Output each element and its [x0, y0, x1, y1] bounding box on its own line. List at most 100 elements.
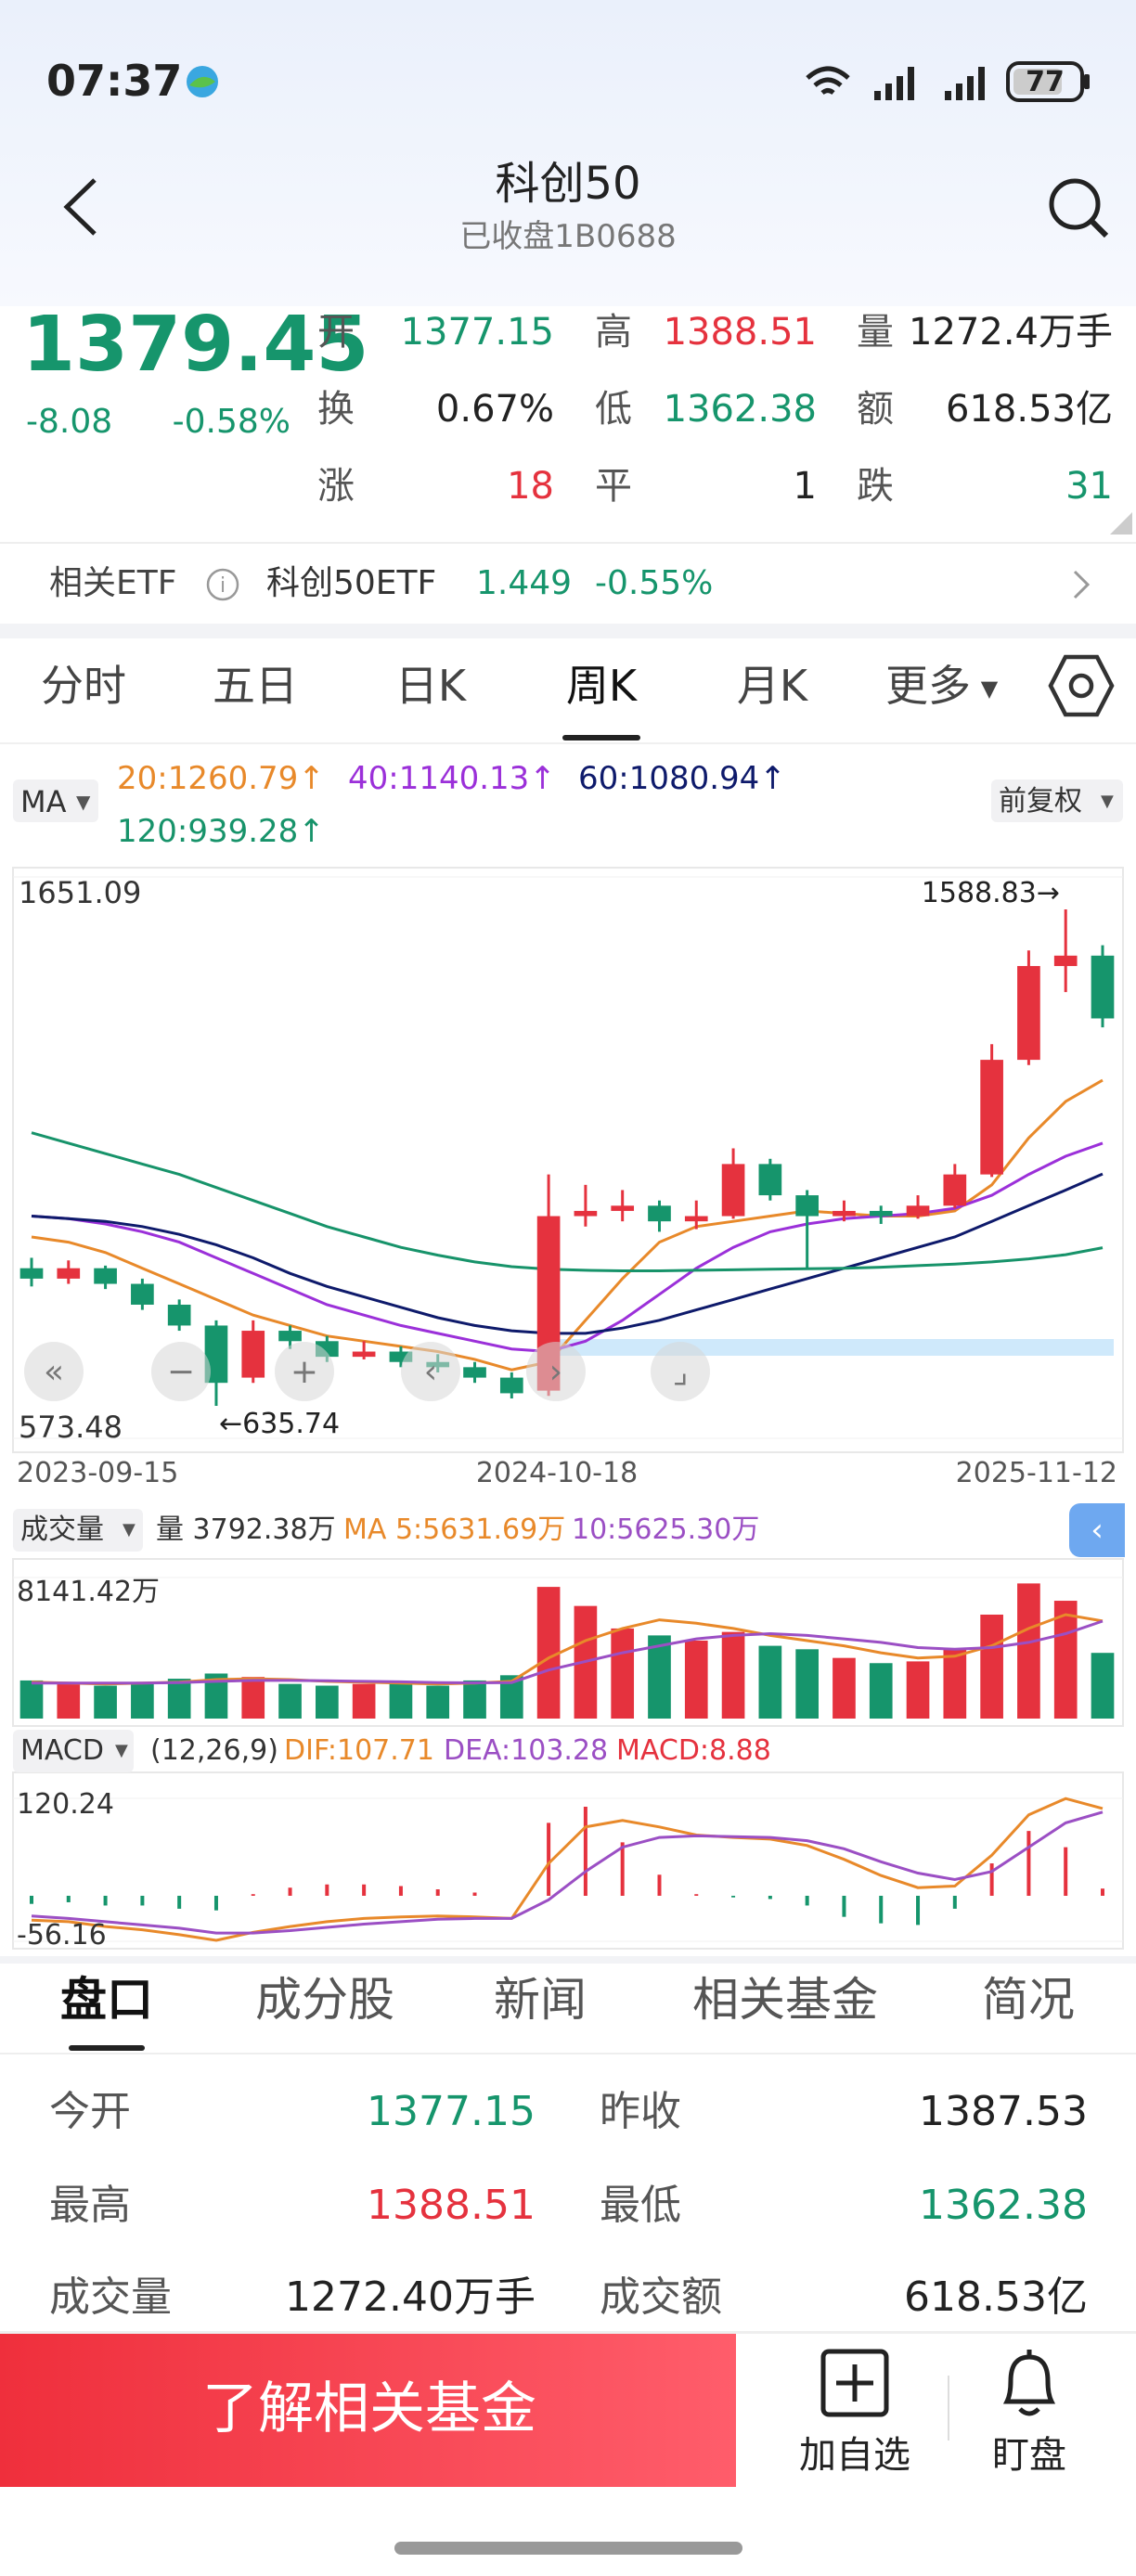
candle-body: [389, 1351, 413, 1362]
section-tab[interactable]: 成分股: [255, 1973, 394, 2027]
etf-name[interactable]: 科创50ETF: [266, 564, 437, 602]
divider: [0, 742, 1136, 744]
macd-selector[interactable]: [13, 1730, 134, 1772]
ma-legend-item: 120:939.28↑: [117, 813, 325, 850]
search-button[interactable]: [1045, 174, 1112, 241]
field-label: 开: [317, 311, 355, 354]
volume-bar: [389, 1681, 413, 1719]
volume-bar: [241, 1677, 265, 1719]
volume-bar: [352, 1683, 376, 1719]
divider: [0, 2331, 1136, 2334]
zoom-control[interactable]: [24, 1342, 84, 1401]
field-value: 1388.51: [663, 311, 817, 354]
chart-tab[interactable]: 月K: [736, 661, 808, 711]
volume-bar: [536, 1587, 561, 1719]
ma-selector[interactable]: [13, 779, 98, 822]
detail-value: 1388.51: [367, 2182, 536, 2229]
home-indicator: [394, 2542, 742, 2555]
zoom-control[interactable]: [401, 1342, 460, 1401]
side-panel-arrow: ‹: [1091, 1512, 1104, 1549]
zoom-control[interactable]: [275, 1342, 334, 1401]
volume-bar: [131, 1681, 154, 1719]
chart-frame: [12, 1558, 1124, 1727]
section-tab[interactable]: 简况: [982, 1973, 1075, 2027]
field-value: 1377.15: [400, 311, 554, 354]
etf-price: 1.449: [476, 564, 573, 602]
candle-body: [869, 1210, 893, 1217]
etf-change: -0.55%: [595, 564, 714, 602]
dropdown-arrow: ▼: [980, 676, 999, 702]
dropdown-arrow: ▼: [115, 1741, 128, 1760]
watch-label: 盯盘: [992, 2434, 1066, 2477]
detail-label: 最低: [600, 2182, 681, 2229]
candle-body: [463, 1367, 486, 1378]
separator: [0, 624, 1136, 638]
section-tab[interactable]: 相关基金: [692, 1973, 878, 2027]
zoom-control[interactable]: [651, 1342, 710, 1401]
zoom-glyph: +: [290, 1353, 318, 1391]
volume-bar: [94, 1685, 117, 1719]
back-button[interactable]: [58, 176, 104, 238]
detail-value: 1272.40万手: [285, 2273, 536, 2321]
field-label: 额: [857, 388, 894, 431]
section-tab[interactable]: 新闻: [494, 1973, 587, 2027]
divider: [0, 2053, 1136, 2054]
volume-bar: [1017, 1583, 1040, 1719]
dropdown-arrow: ▼: [123, 1520, 136, 1539]
volume-selector-label: 成交量: [20, 1513, 104, 1546]
settings-button[interactable]: [1047, 653, 1116, 718]
detail-label: 昨收: [600, 2088, 681, 2135]
top-bg: [0, 0, 1136, 306]
candle-body: [499, 1377, 523, 1394]
fund-button[interactable]: [0, 2334, 736, 2487]
add-label: 加自选: [799, 2434, 910, 2477]
status-icons: [806, 61, 1090, 102]
ma-line: [31, 1131, 1104, 1272]
adjust-label: 前复权: [999, 785, 1082, 818]
ma-selector-label: MA: [20, 784, 67, 819]
volume-bar: [57, 1683, 81, 1719]
zoom-control[interactable]: [151, 1342, 211, 1401]
volume-bar: [1091, 1653, 1115, 1719]
field-value: 618.53亿: [946, 388, 1113, 431]
chart-tab[interactable]: 五日: [213, 661, 298, 711]
candle-body: [1091, 955, 1115, 1019]
ma-line: [31, 1172, 1104, 1335]
divider: [0, 542, 1136, 544]
zoom-control[interactable]: [526, 1342, 586, 1401]
dropdown-arrow: ▼: [76, 791, 91, 813]
info-icon[interactable]: i: [204, 566, 241, 603]
ma-line: [31, 1141, 1104, 1354]
candle-body: [278, 1331, 302, 1342]
volume-bar: [19, 1680, 44, 1719]
tab-underline: [562, 735, 640, 741]
macd-value: MACD:8.88: [616, 1734, 771, 1767]
quote-bg: [0, 306, 1136, 626]
chart-frame: [12, 867, 1124, 1453]
chart-tab[interactable]: 日K: [394, 661, 467, 711]
chart-tab[interactable]: 更多: [885, 661, 971, 711]
volume-selector[interactable]: [13, 1509, 143, 1552]
volume-value: 量 3792.38万: [156, 1513, 336, 1546]
side-panel-toggle[interactable]: [1069, 1503, 1125, 1557]
volume-bar: [758, 1645, 782, 1719]
candle-body: [721, 1164, 745, 1217]
volume-ma-line: [31, 1613, 1104, 1686]
volume-bar: [426, 1685, 450, 1719]
zoom-glyph: ›: [549, 1353, 562, 1391]
watch-icon[interactable]: [994, 2344, 1065, 2422]
field-value: 18: [507, 465, 554, 508]
fund-button-label: 了解相关基金: [202, 2376, 536, 2441]
adjust-selector[interactable]: [991, 779, 1123, 822]
section-tab[interactable]: 盘口: [60, 1973, 153, 2027]
chart-tab[interactable]: 周K: [565, 661, 638, 711]
page-subtitle: 已收盘1B0688: [459, 218, 677, 255]
x-tick-label: 2025-11-12: [955, 1457, 1117, 1489]
volume-bar: [316, 1685, 339, 1719]
chart-tab[interactable]: 分时: [41, 661, 126, 711]
support-band: [543, 1339, 1114, 1356]
macd-line: [31, 1810, 1104, 1935]
add-icon[interactable]: [820, 2348, 890, 2418]
detail-value: 618.53亿: [904, 2273, 1088, 2321]
